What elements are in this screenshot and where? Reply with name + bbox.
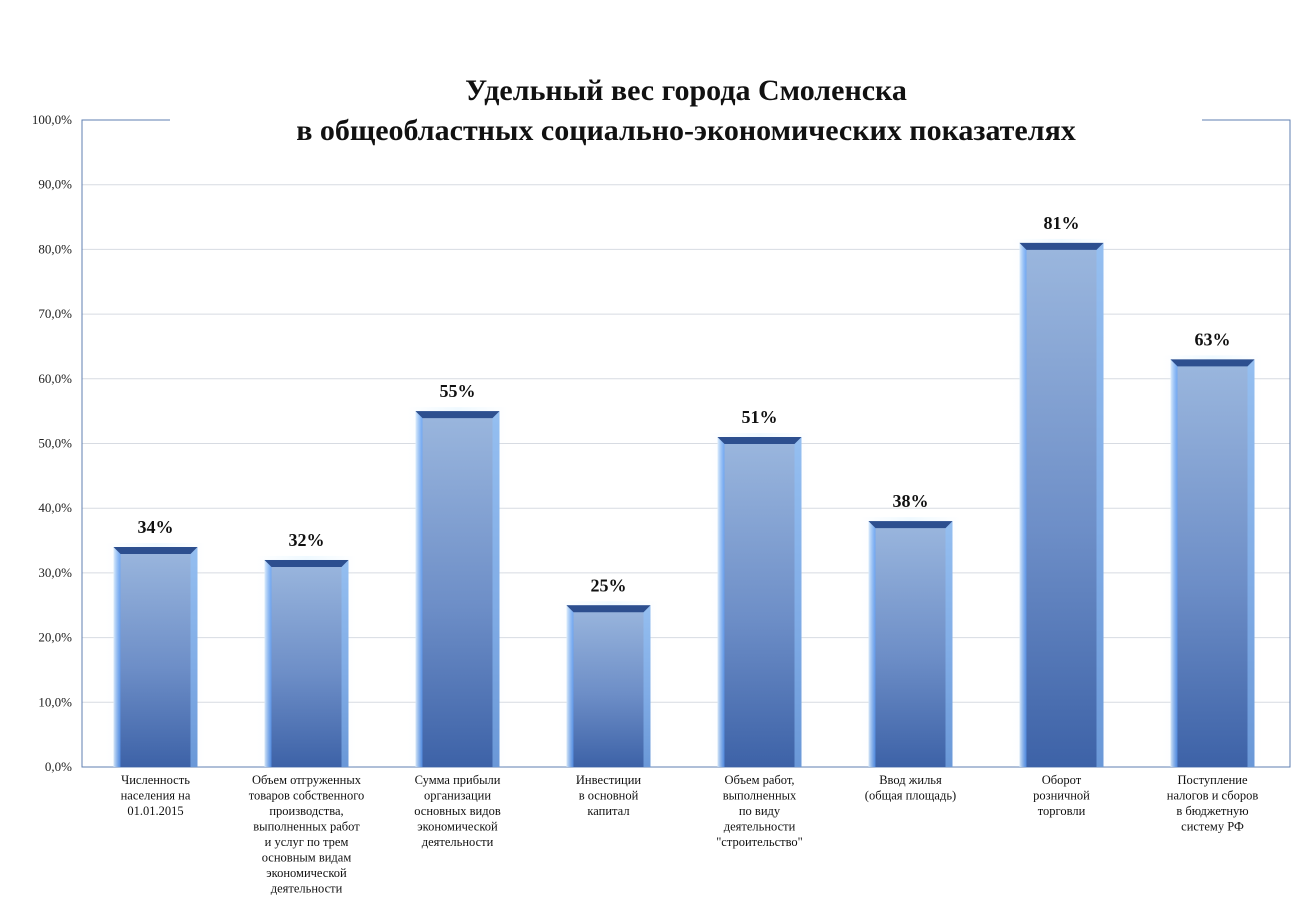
y-tick-label: 50,0%	[38, 436, 72, 451]
y-tick-label: 20,0%	[38, 630, 72, 645]
data-label: 81%	[1044, 213, 1080, 233]
data-label: 38%	[893, 491, 929, 511]
bar-group: 38%	[860, 491, 961, 767]
title-line: Удельный вес города Смоленска	[465, 74, 907, 107]
title-backing	[170, 112, 1202, 142]
y-tick-label: 40,0%	[38, 500, 72, 515]
bar-top	[868, 521, 953, 529]
data-label: 55%	[440, 381, 476, 401]
bar-top	[1170, 359, 1255, 367]
x-tick-label: Инвестиции в основной капитал	[576, 773, 641, 818]
bar-top	[566, 605, 651, 613]
x-tick-label: Сумма прибыли организации основных видов эк…	[414, 773, 501, 849]
bar-bevel-left	[566, 605, 574, 767]
title-line: в общеобластных социально-экономических …	[296, 114, 1076, 147]
bar-group: 51%	[709, 407, 810, 767]
bar-bevel-right	[794, 437, 802, 767]
bar-bevel-left	[1170, 359, 1178, 767]
y-tick-label: 30,0%	[38, 565, 72, 580]
data-label: 25%	[591, 575, 627, 595]
bar	[566, 605, 651, 767]
bar	[113, 547, 198, 767]
bar-group: 55%	[407, 381, 508, 767]
bar-bevel-right	[945, 521, 953, 767]
x-tick-label: Объем работ, выполненных по виду деятельнос…	[716, 773, 803, 849]
y-tick-label: 10,0%	[38, 694, 72, 709]
x-tick-label: Оборот розничной торговли	[1033, 773, 1090, 818]
bar	[1019, 242, 1104, 767]
bar	[415, 411, 500, 767]
bar-bevel-right	[492, 411, 500, 767]
bar-bevel-right	[341, 559, 349, 767]
data-label: 34%	[138, 517, 174, 537]
bar-bevel-left	[264, 559, 272, 767]
bar	[868, 521, 953, 767]
bar	[264, 559, 349, 767]
bar-bevel-left	[113, 547, 121, 767]
y-tick-label: 70,0%	[38, 306, 72, 321]
y-tick-label: 60,0%	[38, 371, 72, 386]
bar-bevel-left	[717, 437, 725, 767]
bar-top	[1019, 242, 1104, 250]
data-label: 51%	[742, 407, 778, 427]
bar-group: 63%	[1162, 329, 1263, 767]
bar-top	[113, 547, 198, 555]
bar-bevel-left	[868, 521, 876, 767]
bar-top	[415, 411, 500, 419]
y-axis: 0,0% 10,0% 20,0% 30,0% 40,0% 50,0% 60,0% 70,0% 8…	[32, 112, 72, 774]
bar-group: 81%	[1011, 213, 1112, 767]
bar-bevel-right	[1247, 359, 1255, 767]
x-axis: Численность населения на 01.01.2015 Объем о…	[121, 773, 1259, 896]
y-tick-label: 0,0%	[45, 759, 72, 774]
bar-group: 25%	[558, 575, 659, 767]
y-tick-label: 80,0%	[38, 241, 72, 256]
bar	[717, 437, 802, 767]
x-tick-label: Ввод жилья (общая площадь)	[865, 773, 956, 803]
bar-top	[717, 437, 802, 445]
data-label: 63%	[1195, 329, 1231, 349]
chart-title: Удельный вес города Смоленска в общеоблас…	[170, 74, 1202, 147]
bar-bevel-left	[415, 411, 423, 767]
y-tick-label: 100,0%	[32, 112, 72, 127]
bar-bevel-right	[190, 547, 198, 767]
data-label: 32%	[289, 530, 325, 550]
bars: 34% 32% 55% 25% 51% 38% 81% 63%	[105, 213, 1263, 767]
x-tick-label: Численность населения на 01.01.2015	[121, 773, 191, 818]
x-tick-label: Объем отгруженных товаров собственного про…	[249, 773, 365, 896]
bar-group: 34%	[105, 517, 206, 767]
bar-group: 32%	[256, 530, 357, 767]
bar-bevel-right	[1096, 242, 1104, 767]
x-tick-label: Поступление налогов и сборов в бюджетную си…	[1167, 773, 1259, 834]
bar-bevel-left	[1019, 242, 1027, 767]
y-tick-label: 90,0%	[38, 177, 72, 192]
bar-bevel-right	[643, 605, 651, 767]
bar	[1170, 359, 1255, 767]
bar-top	[264, 559, 349, 567]
